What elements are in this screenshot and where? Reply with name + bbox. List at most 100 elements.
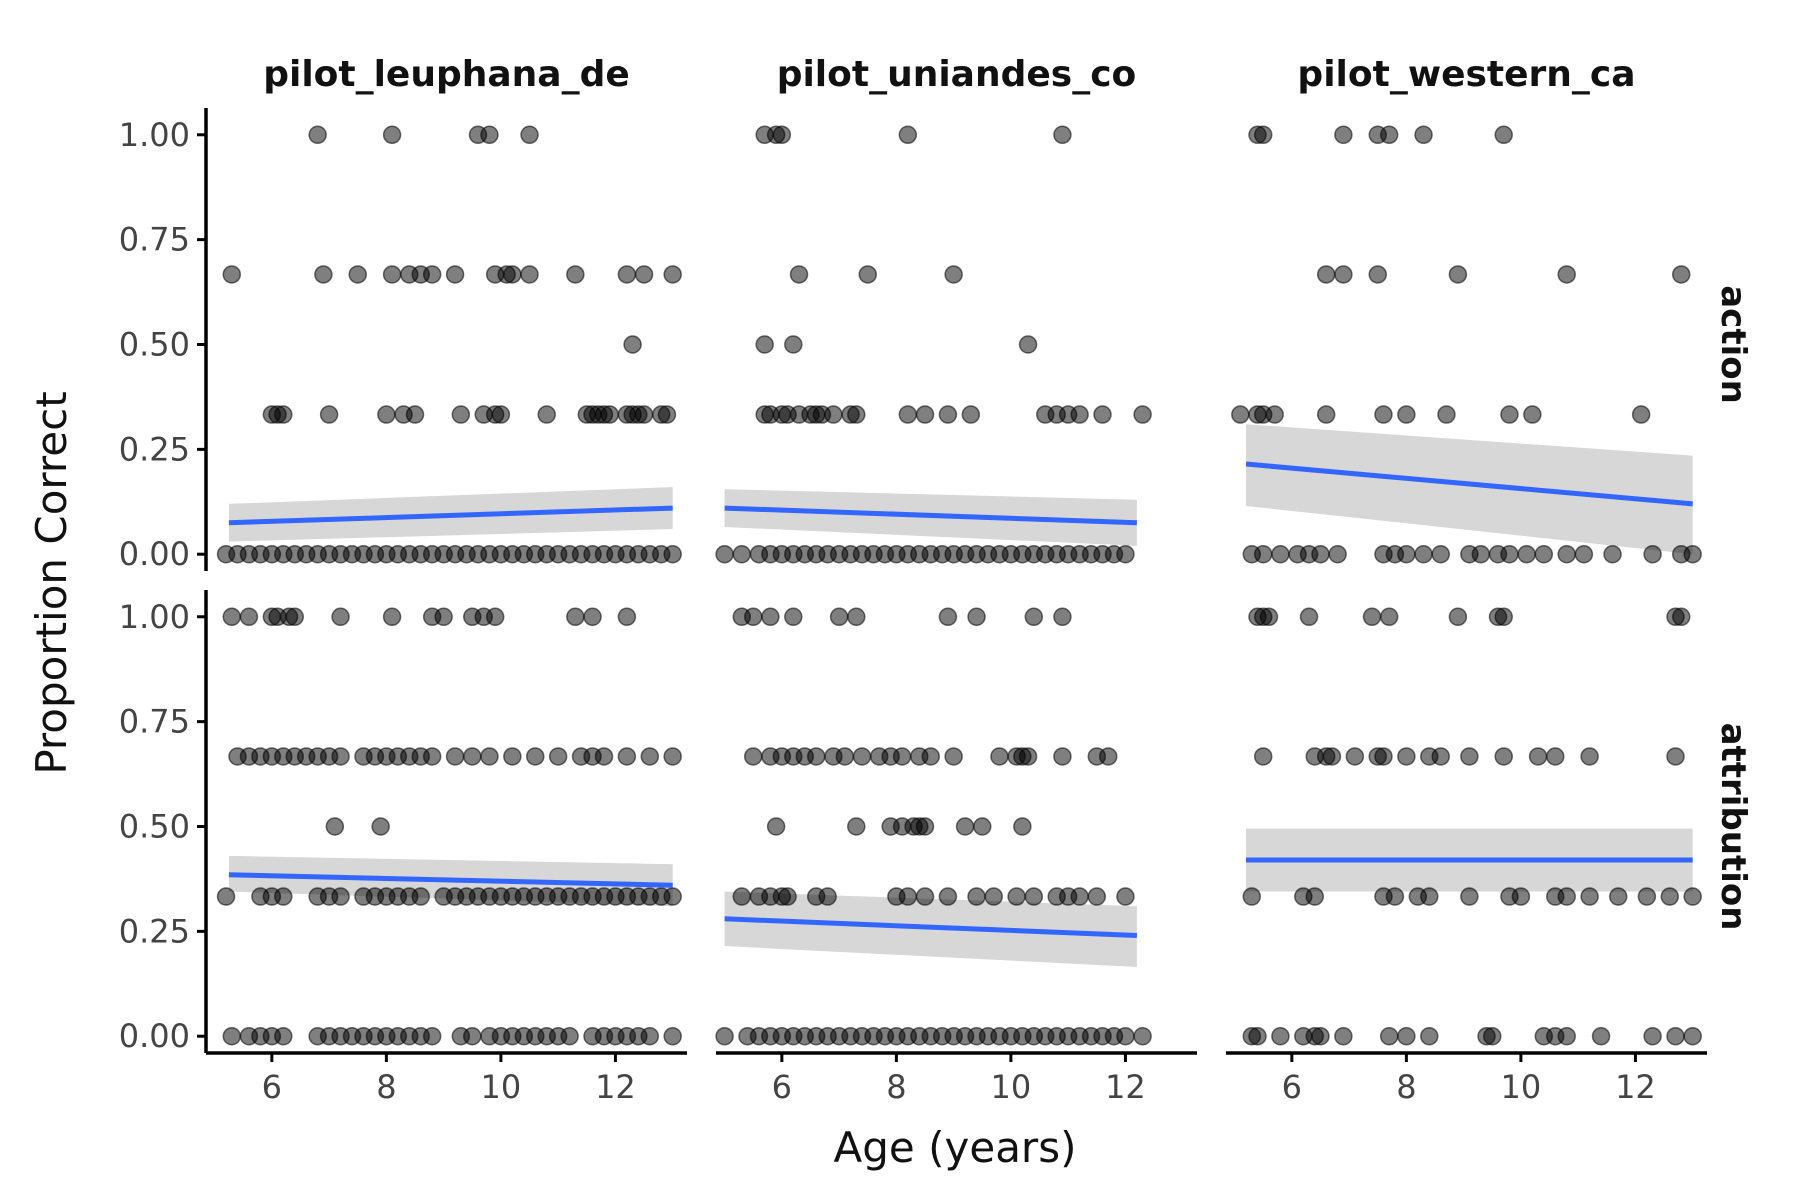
- x-tick-label: 12: [1105, 1068, 1146, 1106]
- data-point: [1053, 607, 1072, 627]
- data-point: [331, 607, 350, 627]
- y-tick-label: 1.00: [119, 598, 190, 636]
- data-point: [1248, 1026, 1267, 1046]
- data-point: [1557, 1026, 1576, 1046]
- data-point: [274, 405, 293, 424]
- fit-line-pilot-uniandes-co-attribution: [724, 916, 1137, 939]
- data-point: [382, 607, 402, 627]
- data-point: [640, 747, 660, 766]
- data-point: [274, 887, 293, 906]
- data-point: [663, 1026, 682, 1046]
- data-point: [331, 747, 350, 766]
- data-point: [898, 125, 918, 145]
- panel-pilot-uniandes-co-attribution: [715, 607, 1152, 1046]
- data-point: [806, 747, 826, 766]
- data-point: [663, 544, 682, 564]
- data-point: [422, 1026, 442, 1046]
- data-point: [1053, 125, 1072, 145]
- data-point: [915, 405, 935, 424]
- data-point: [331, 887, 350, 906]
- data-point: [847, 607, 866, 627]
- data-point: [1643, 544, 1662, 564]
- data-point: [382, 265, 402, 284]
- data-point: [566, 607, 585, 627]
- data-point: [1271, 1026, 1290, 1046]
- data-point: [1311, 1026, 1330, 1046]
- data-point: [847, 817, 866, 836]
- data-point: [955, 817, 975, 836]
- data-point: [548, 747, 568, 766]
- x-tick-label: 8: [376, 1068, 396, 1106]
- data-point: [1460, 747, 1479, 766]
- data-point: [1608, 887, 1628, 906]
- data-point: [1431, 747, 1450, 766]
- data-point: [657, 405, 677, 424]
- data-point: [1018, 747, 1038, 766]
- data-point: [325, 817, 345, 836]
- data-point: [1471, 544, 1491, 564]
- data-point: [1368, 265, 1387, 284]
- data-point: [1580, 747, 1599, 766]
- data-point: [1397, 1026, 1416, 1046]
- x-tick-label: 6: [1282, 1068, 1302, 1106]
- data-point: [1460, 887, 1479, 906]
- data-point: [594, 747, 614, 766]
- data-point: [1093, 405, 1112, 424]
- x-tick-label: 12: [595, 1068, 636, 1106]
- data-point: [1671, 265, 1691, 284]
- data-point: [967, 887, 986, 906]
- data-point: [715, 1026, 734, 1046]
- data-point: [411, 887, 430, 906]
- x-tick-label: 6: [772, 1068, 792, 1106]
- data-point: [1414, 544, 1433, 564]
- data-point: [1311, 544, 1330, 564]
- data-point: [921, 747, 940, 766]
- data-point: [640, 1026, 660, 1046]
- data-point: [1603, 544, 1622, 564]
- fit-line-pilot-leuphana-de-attribution: [228, 872, 673, 888]
- data-point: [1397, 544, 1416, 564]
- data-point: [1374, 747, 1393, 766]
- data-point: [915, 817, 935, 836]
- panel-pilot-leuphana-de-action: [216, 125, 682, 564]
- data-point: [1683, 544, 1702, 564]
- fit-line-pilot-western-ca-action: [1245, 461, 1693, 507]
- data-point: [1500, 405, 1519, 424]
- data-point: [1253, 747, 1273, 766]
- data-point: [847, 405, 866, 424]
- data-point: [1328, 544, 1347, 564]
- data-point: [1116, 544, 1135, 564]
- data-point: [915, 887, 935, 906]
- data-point: [743, 607, 763, 627]
- data-point: [634, 405, 654, 424]
- fit-line-pilot-uniandes-co-action: [724, 505, 1137, 526]
- data-point: [1087, 887, 1107, 906]
- data-point: [1574, 544, 1594, 564]
- data-point: [1557, 544, 1576, 564]
- x-tick-label: 10: [991, 1068, 1032, 1106]
- data-point: [222, 265, 242, 284]
- data-point: [1517, 544, 1536, 564]
- data-point: [520, 265, 539, 284]
- data-point: [503, 265, 522, 284]
- data-point: [1483, 1026, 1502, 1046]
- data-point: [1259, 607, 1279, 627]
- data-point: [852, 747, 872, 766]
- data-point: [560, 1026, 579, 1046]
- data-point: [984, 887, 1003, 906]
- data-point: [938, 405, 958, 424]
- x-tick-label: 8: [886, 1068, 906, 1106]
- data-point: [761, 607, 780, 627]
- data-point: [348, 265, 367, 284]
- strip-title-pilot-western-ca: pilot_western_ca: [1297, 54, 1635, 95]
- data-point: [1546, 747, 1565, 766]
- data-point: [1362, 607, 1382, 627]
- data-point: [583, 607, 602, 627]
- data-point: [1671, 607, 1691, 627]
- panel-pilot-western-ca-action: [1231, 125, 1702, 564]
- data-point: [1683, 1026, 1702, 1046]
- data-point: [285, 607, 305, 627]
- data-point: [732, 887, 752, 906]
- data-point: [422, 265, 442, 284]
